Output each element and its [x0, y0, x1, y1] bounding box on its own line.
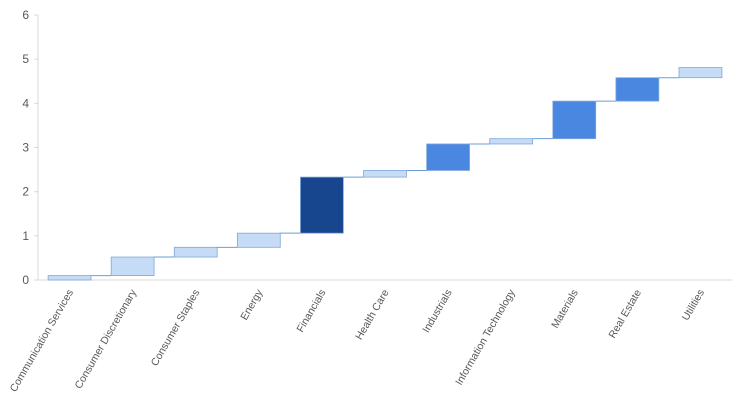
bar-energy [236, 232, 281, 248]
bar-information-technology [489, 138, 534, 145]
bar-communication-services [47, 275, 92, 281]
y-tick-label: 0 [22, 273, 29, 287]
bar-health-care [363, 170, 407, 178]
x-tick-label: Materials [549, 288, 581, 331]
bar-materials [552, 100, 597, 140]
y-tick-label: 6 [22, 8, 29, 22]
y-tick-label: 4 [22, 96, 29, 110]
bar-utilities [678, 67, 723, 79]
x-tick-label: Consumer Staples [149, 288, 203, 369]
y-axis: 0 1 2 3 4 5 6 [22, 8, 39, 287]
x-tick-label: Energy [238, 287, 265, 322]
y-tick-label: 2 [22, 185, 29, 199]
x-tick-label: Health Care [353, 287, 391, 342]
bar-financials [300, 176, 344, 234]
x-tick-label: Industrials [420, 288, 454, 335]
connector-lines [90, 77, 680, 277]
bar-consumer-staples [173, 246, 218, 258]
x-tick-label: Utilities [680, 288, 707, 323]
y-tick-label: 3 [22, 141, 29, 155]
x-tick-label: Real Estate [606, 287, 644, 340]
x-tick-label: Consumer Discretionary [73, 287, 140, 391]
x-tick-label: Communication Services [8, 288, 76, 395]
y-tick-label: 5 [22, 52, 29, 66]
bars [47, 67, 723, 281]
x-tick-label: Financials [294, 288, 328, 335]
bar-consumer-discretionary [110, 256, 155, 276]
bar-real-estate [615, 77, 660, 102]
x-tick-label: Information Technology [453, 287, 518, 388]
bar-industrials [426, 143, 470, 171]
y-tick-label: 1 [22, 229, 29, 243]
